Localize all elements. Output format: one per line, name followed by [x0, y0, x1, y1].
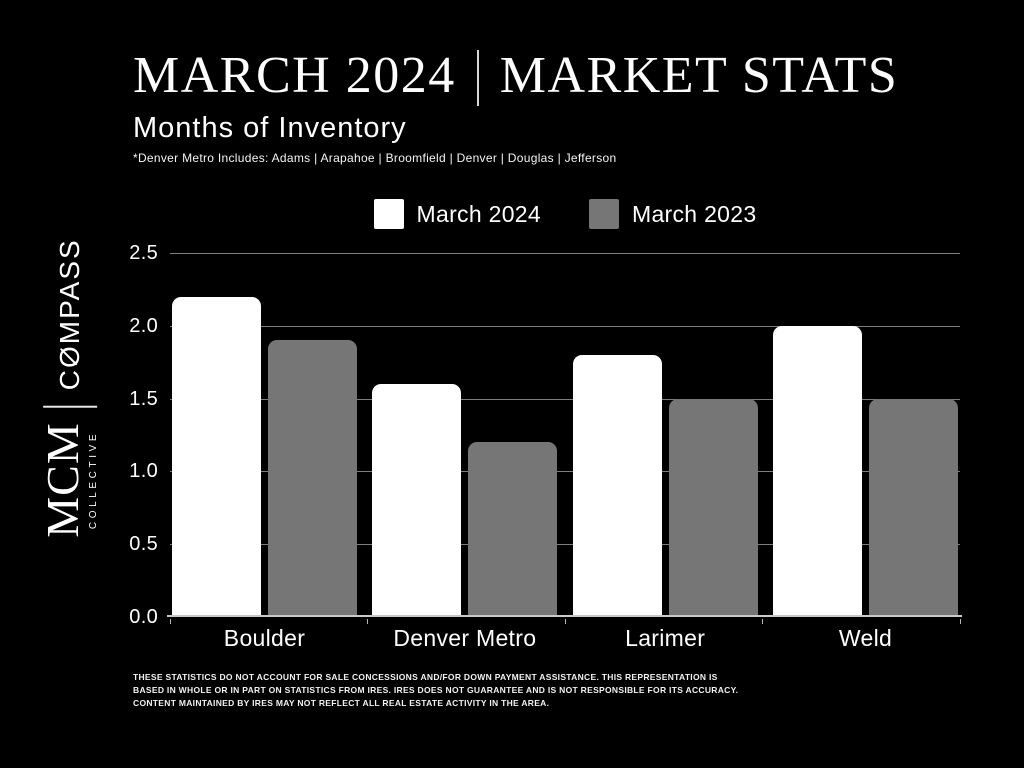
x-axis-tick — [564, 619, 566, 624]
bar-march-2024-boulder — [172, 296, 261, 617]
bar-march-2024-denver-metro — [372, 384, 462, 617]
y-tick-label-2.0: 2.0 — [129, 314, 158, 337]
title-month: MARCH 2024 — [133, 47, 456, 104]
chart-title: Months of Inventory — [133, 112, 407, 144]
bar-march-2023-larimer — [668, 398, 758, 617]
y-tick-label-1.0: 1.0 — [129, 460, 158, 483]
bar-group-larimer — [572, 354, 758, 617]
bar-march-2023-weld — [868, 398, 958, 617]
plot-area — [167, 253, 962, 624]
bar-march-2024-larimer — [572, 354, 662, 617]
bar-groups — [170, 253, 960, 617]
gridline-0.5 — [170, 544, 960, 546]
y-tick-label-0.0: 0.0 — [129, 606, 158, 628]
gridline-2.0 — [170, 325, 960, 327]
x-axis-tick — [959, 619, 961, 624]
x-axis-tick — [169, 619, 171, 624]
y-axis: 0.0 0.5 1.0 1.5 2.0 2.5 — [0, 242, 158, 628]
legend-label-march-2024: March 2024 — [416, 200, 541, 227]
x-label-weld: Weld — [838, 625, 893, 651]
y-tick-label-1.5: 1.5 — [129, 387, 158, 410]
x-axis-labels: Boulder Denver Metro Larimer Weld — [170, 625, 960, 652]
chart-legend: March 2024 March 2023 — [170, 199, 960, 229]
legend-item-march-2023: March 2023 — [589, 199, 756, 229]
legend-item-march-2024: March 2024 — [373, 199, 541, 229]
gridline-2.5 — [170, 253, 960, 254]
bar-group-weld — [772, 325, 958, 617]
title-market-stats: MARKET STATS — [499, 47, 899, 104]
bar-march-2023-boulder — [268, 340, 357, 617]
title-divider — [476, 49, 479, 106]
disclaimer-text: THESE STATISTICS DO NOT ACCOUNT FOR SALE… — [133, 672, 739, 709]
legend-label-march-2023: March 2023 — [632, 200, 757, 227]
page-title: MARCH 2024 MARKET STATS — [133, 46, 899, 106]
denver-metro-footnote: *Denver Metro Includes: Adams | Arapahoe… — [133, 151, 617, 165]
y-tick-label-2.5: 2.5 — [129, 242, 158, 264]
legend-swatch-march-2023 — [589, 199, 619, 229]
bar-group-boulder — [172, 296, 357, 617]
x-label-denver-metro: Denver Metro — [393, 625, 537, 651]
x-axis-line — [167, 615, 962, 617]
bar-march-2023-denver-metro — [468, 442, 558, 617]
gridline-1.0 — [170, 471, 960, 473]
gridline-1.5 — [170, 398, 960, 400]
x-axis-tick — [367, 619, 368, 624]
y-tick-label-0.5: 0.5 — [129, 533, 158, 556]
legend-swatch-march-2024 — [373, 199, 404, 229]
x-label-boulder: Boulder — [223, 625, 306, 651]
bar-group-denver-metro — [372, 384, 558, 617]
x-label-larimer: Larimer — [625, 625, 706, 651]
x-axis-tick — [762, 619, 763, 624]
bar-march-2024-weld — [772, 325, 862, 617]
